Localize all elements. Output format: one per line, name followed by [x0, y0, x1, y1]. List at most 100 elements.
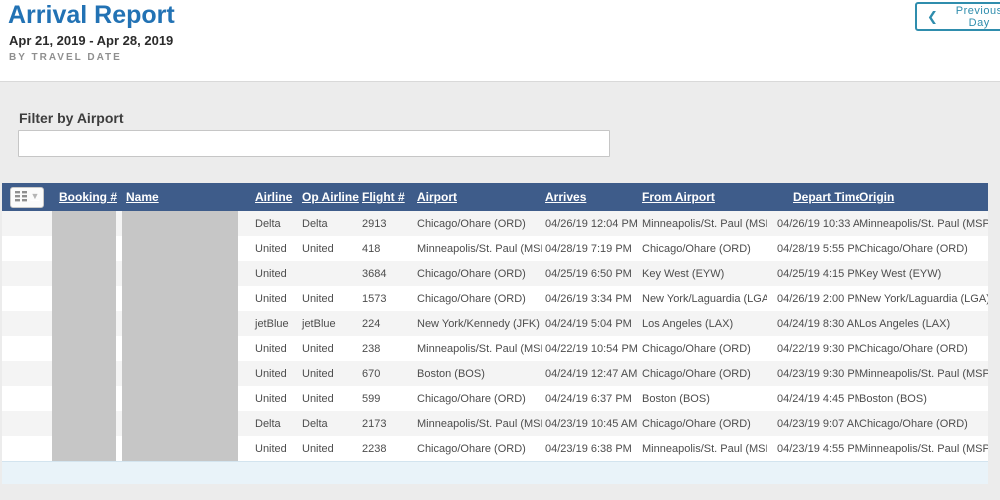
column-picker-button[interactable]: ▼ [10, 186, 44, 208]
depart-time-cell: 04/23/19 9:07 AM [777, 417, 859, 430]
depart-time-cell: 04/24/19 8:30 AM [777, 317, 859, 330]
column-header-airport[interactable]: Airport [417, 190, 457, 204]
booking-number-cell [50, 311, 120, 336]
from-airport-cell: Chicago/Ohare (ORD) [642, 242, 751, 255]
column-header-flight[interactable]: Flight # [362, 190, 405, 204]
flight-number-cell: 599 [362, 392, 381, 405]
redacted-booking-number [52, 411, 116, 436]
origin-cell: Los Angeles (LAX) [859, 317, 951, 330]
origin-cell: New York/Laguardia (LGA) [859, 292, 988, 305]
column-header-from-airport[interactable]: From Airport [642, 190, 715, 204]
name-cell [120, 311, 239, 336]
redacted-name [122, 411, 238, 436]
column-header-origin[interactable]: Origin [859, 190, 895, 204]
redacted-name [122, 386, 238, 411]
name-cell [120, 436, 239, 461]
arrives-cell: 04/24/19 12:47 AM [545, 367, 638, 380]
travel-date-subtitle: BY TRAVEL DATE [9, 52, 122, 63]
column-header-airline[interactable]: Airline [255, 190, 293, 204]
header-icon-cell: ▼ [2, 186, 50, 208]
booking-number-cell [50, 286, 120, 311]
airport-cell: Minneapolis/St. Paul (MSP) [417, 342, 542, 355]
booking-number-cell [50, 361, 120, 386]
arrives-cell: 04/28/19 7:19 PM [545, 242, 632, 255]
origin-cell: Chicago/Ohare (ORD) [859, 417, 968, 430]
table-row[interactable]: Delta Delta 2913 Chicago/Ohare (ORD) 04/… [2, 211, 988, 236]
from-airport-cell: Minneapolis/St. Paul (MSP) [642, 217, 767, 230]
table-row[interactable]: United 3684 Chicago/Ohare (ORD) 04/25/19… [2, 261, 988, 286]
name-cell [120, 386, 239, 411]
redacted-booking-number [52, 436, 116, 461]
redacted-name [122, 236, 238, 261]
name-cell [120, 236, 239, 261]
redacted-booking-number [52, 311, 116, 336]
table-row[interactable]: jetBlue jetBlue 224 New York/Kennedy (JF… [2, 311, 988, 336]
redacted-booking-number [52, 386, 116, 411]
flight-number-cell: 224 [362, 317, 381, 330]
flight-number-cell: 1573 [362, 292, 387, 305]
depart-time-cell: 04/23/19 9:30 PM [777, 367, 859, 380]
previous-day-button[interactable]: ❮ Previous Day [915, 2, 1000, 31]
arrives-cell: 04/22/19 10:54 PM [545, 342, 638, 355]
airport-cell: Chicago/Ohare (ORD) [417, 392, 526, 405]
redacted-booking-number [52, 261, 116, 286]
table-row[interactable]: United United 599 Chicago/Ohare (ORD) 04… [2, 386, 988, 411]
column-header-booking[interactable]: Booking # [59, 190, 118, 204]
column-header-name[interactable]: Name [126, 190, 159, 204]
airport-cell: Chicago/Ohare (ORD) [417, 292, 526, 305]
previous-day-label: Previous Day [955, 4, 1000, 29]
page-title: Arrival Report [8, 1, 175, 29]
arrivals-table: ▼ Booking # Name Airline Op Airline Flig… [2, 183, 988, 484]
column-header-op-airline[interactable]: Op Airline [302, 190, 359, 204]
table-row[interactable]: United United 2238 Chicago/Ohare (ORD) 0… [2, 436, 988, 461]
redacted-name [122, 261, 238, 286]
flight-number-cell: 2173 [362, 417, 387, 430]
redacted-name [122, 311, 238, 336]
origin-cell: Chicago/Ohare (ORD) [859, 242, 968, 255]
arrives-cell: 04/26/19 3:34 PM [545, 292, 632, 305]
flight-number-cell: 238 [362, 342, 381, 355]
op-airline-cell: Delta [302, 417, 328, 430]
airline-cell: jetBlue [255, 317, 289, 330]
redacted-booking-number [52, 211, 116, 236]
airport-filter-input[interactable] [18, 130, 610, 157]
op-airline-cell: United [302, 292, 334, 305]
table-row[interactable]: United United 418 Minneapolis/St. Paul (… [2, 236, 988, 261]
airline-cell: United [255, 442, 287, 455]
booking-number-cell [50, 211, 120, 236]
name-cell [120, 336, 239, 361]
redacted-booking-number [52, 336, 116, 361]
table-body: Delta Delta 2913 Chicago/Ohare (ORD) 04/… [2, 211, 988, 461]
name-cell [120, 211, 239, 236]
airport-cell: Chicago/Ohare (ORD) [417, 217, 526, 230]
table-row[interactable]: United United 1573 Chicago/Ohare (ORD) 0… [2, 286, 988, 311]
from-airport-cell: Los Angeles (LAX) [642, 317, 734, 330]
booking-number-cell [50, 411, 120, 436]
table-row[interactable]: Delta Delta 2173 Minneapolis/St. Paul (M… [2, 411, 988, 436]
column-header-arrives[interactable]: Arrives [545, 190, 587, 204]
op-airline-cell: United [302, 392, 334, 405]
origin-cell: Minneapolis/St. Paul (MSP) [859, 217, 988, 230]
table-row[interactable]: United United 238 Minneapolis/St. Paul (… [2, 336, 988, 361]
airport-cell: Chicago/Ohare (ORD) [417, 442, 526, 455]
airport-cell: Minneapolis/St. Paul (MSP) [417, 417, 542, 430]
op-airline-cell: United [302, 442, 334, 455]
redacted-name [122, 286, 238, 311]
op-airline-cell: United [302, 342, 334, 355]
origin-cell: Chicago/Ohare (ORD) [859, 342, 968, 355]
filter-by-airport-label: Filter by Airport [19, 110, 124, 126]
depart-time-cell: 04/23/19 4:55 PM [777, 442, 859, 455]
booking-number-cell [50, 236, 120, 261]
airport-cell: Minneapolis/St. Paul (MSP) [417, 242, 542, 255]
table-row[interactable]: United United 670 Boston (BOS) 04/24/19 … [2, 361, 988, 386]
page-header: Arrival Report Apr 21, 2019 - Apr 28, 20… [0, 0, 1000, 82]
flight-number-cell: 3684 [362, 267, 387, 280]
booking-number-cell [50, 386, 120, 411]
arrives-cell: 04/24/19 6:37 PM [545, 392, 632, 405]
flight-number-cell: 2238 [362, 442, 387, 455]
redacted-booking-number [52, 236, 116, 261]
airline-cell: Delta [255, 417, 281, 430]
op-airline-cell: United [302, 242, 334, 255]
column-header-depart-time[interactable]: Depart Time [793, 190, 859, 204]
airline-cell: United [255, 342, 287, 355]
